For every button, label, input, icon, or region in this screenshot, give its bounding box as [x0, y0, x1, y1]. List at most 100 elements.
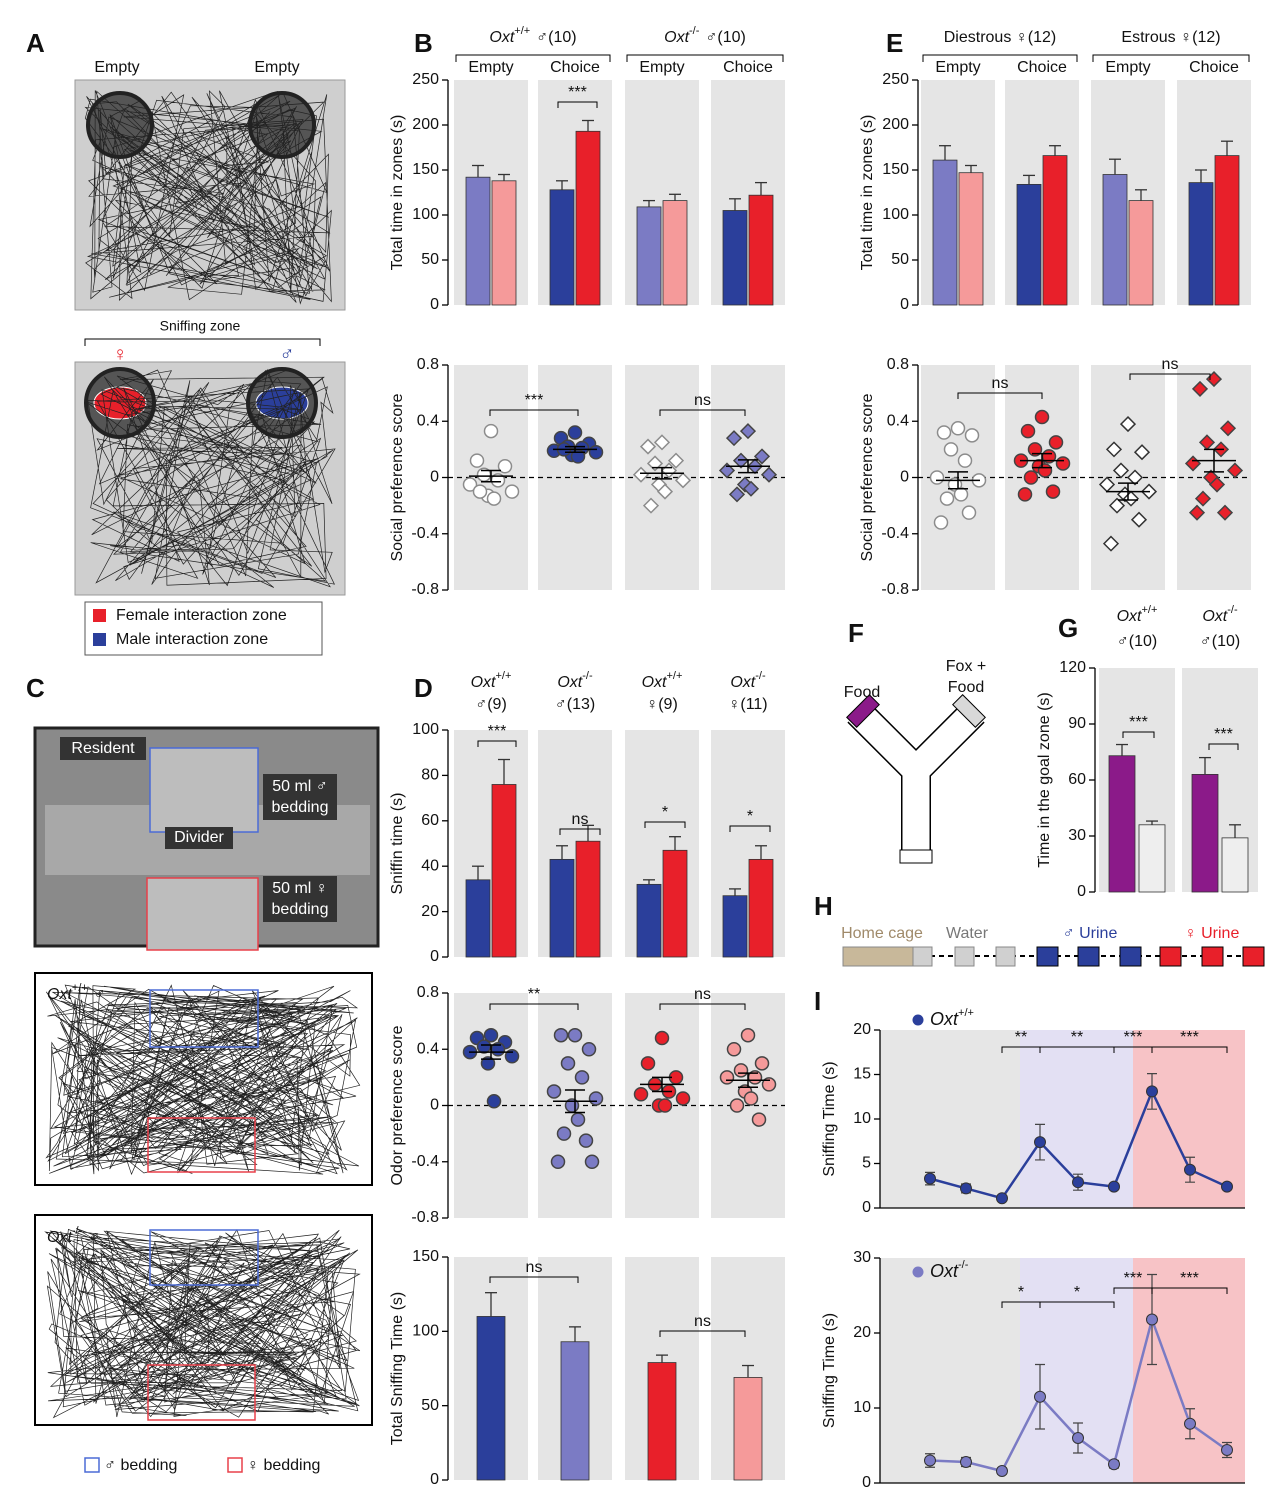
y-tick-label: -0.8 [411, 1209, 439, 1226]
stage-label: ♀ Urine [1185, 925, 1240, 942]
point [556, 1126, 572, 1141]
y-tick-label: 200 [882, 116, 909, 133]
point [719, 1070, 735, 1085]
band [1005, 80, 1079, 305]
stage-box [1201, 946, 1224, 967]
genotype-label: Oxt+/+ [1117, 604, 1158, 625]
label: bedding [272, 901, 329, 918]
sem-bar [738, 459, 758, 474]
bar [1128, 200, 1154, 306]
genotype-label: Oxt+/+ ♂(10) [489, 25, 576, 46]
label: Sniffing zone [160, 318, 241, 334]
significance-label: ns [694, 1313, 711, 1330]
panel-letter: F [848, 618, 864, 648]
point [674, 472, 692, 489]
legend-marker [912, 1014, 924, 1026]
point [924, 1172, 936, 1185]
y-tick-label: 0 [900, 469, 909, 486]
genotype-label: Oxt+/+ [471, 670, 512, 691]
significance-bracket [1129, 373, 1211, 380]
sem-bar [481, 469, 501, 483]
track-label: Oxt+/+ ♂ [47, 982, 106, 1003]
genotype-label: Diestrous ♀(12) [944, 29, 1056, 46]
y-axis-label: Total time in zones (s) [859, 115, 876, 271]
stage-label: Water [946, 925, 989, 942]
y-axis-label: Sniffing Time (s) [821, 1313, 838, 1428]
point [504, 484, 520, 499]
sem-bar [1204, 448, 1224, 473]
point [578, 1133, 594, 1148]
y-tick-label: 0 [430, 469, 439, 486]
genotype: +/+ [514, 25, 530, 37]
point [584, 1154, 600, 1169]
food-cap [846, 694, 880, 728]
significance-bracket [659, 1330, 746, 1337]
genotype-label: Oxt+/+ [930, 1007, 974, 1029]
y-tick-label: 0 [430, 1097, 439, 1114]
stage-label: Home cage [841, 925, 923, 942]
point [633, 1087, 649, 1102]
point [1184, 1417, 1196, 1430]
point [632, 466, 650, 483]
legend-swatch [93, 633, 106, 646]
y-tick-label: 30 [853, 1249, 871, 1266]
significance-label: ns [572, 811, 589, 828]
point [472, 484, 488, 499]
legend-label: Male interaction zone [116, 631, 268, 648]
track-label: Oxt-/- ♂ [47, 1225, 100, 1246]
x-tick-label: Empty [1105, 59, 1150, 76]
y-tick-label: 90 [1068, 715, 1086, 732]
y-tick-label: 0 [430, 1471, 439, 1488]
band [1177, 80, 1251, 305]
bar [958, 172, 984, 306]
group-size: ♂(13) [555, 696, 595, 713]
male-zone [149, 1229, 259, 1286]
bar [575, 130, 601, 306]
y-tick-label: 0.8 [887, 356, 909, 373]
significance-label: ns [694, 986, 711, 1003]
x-tick-label: Choice [1017, 59, 1067, 76]
gene: Oxt [930, 1261, 959, 1281]
y-tick-label: -0.4 [881, 525, 909, 542]
genotype-label: Oxt-/- [930, 1259, 969, 1281]
point [653, 434, 671, 451]
genotype-label: Oxt-/- ♂(10) [664, 25, 746, 46]
panel-letter: I [814, 986, 821, 1016]
maze [848, 702, 984, 790]
female-zone [147, 1117, 256, 1173]
stage-box [1242, 946, 1265, 967]
significance-label: *** [1124, 1029, 1143, 1046]
point [469, 453, 485, 468]
point [1219, 420, 1237, 437]
genotype-label: Estrous ♀(12) [1121, 29, 1220, 46]
significance-label: ns [526, 1259, 543, 1276]
point [957, 453, 973, 468]
bar [1221, 837, 1249, 893]
panel-c: Resident 50 ml ♂ bedding Divider 50 ml ♀… [33, 90, 380, 1474]
panel-letter: E [886, 28, 903, 58]
panel-letter: C [26, 673, 45, 703]
point [550, 1154, 566, 1169]
y-axis-label: Social preference score [859, 393, 876, 561]
y-tick-label: 20 [853, 1324, 871, 1341]
point [1130, 511, 1148, 528]
female-zone [147, 1364, 256, 1421]
point [639, 438, 657, 455]
point [996, 1465, 1008, 1477]
point [1184, 1163, 1196, 1176]
phase-shading [1020, 1258, 1133, 1483]
x-tick-label: Choice [1189, 59, 1239, 76]
y-tick-label: 0.8 [417, 984, 439, 1001]
gene: Oxt [47, 1229, 72, 1246]
panel-h: Home cage Water ♂ Urine ♀ Urine [841, 925, 1265, 967]
y-tick-label: 100 [882, 206, 909, 223]
label: Fox + [946, 658, 986, 675]
gene: Oxt [471, 674, 496, 691]
male-bedding-area [149, 747, 259, 833]
legend-swatch [227, 1457, 243, 1473]
point [1072, 1176, 1084, 1189]
y-tick-label: 10 [853, 1110, 871, 1127]
panel-a: Empty Empty Sniffing zone ♀ ♂ Female int… [74, 59, 346, 656]
point [960, 1456, 972, 1468]
group-bracket [922, 54, 1078, 62]
